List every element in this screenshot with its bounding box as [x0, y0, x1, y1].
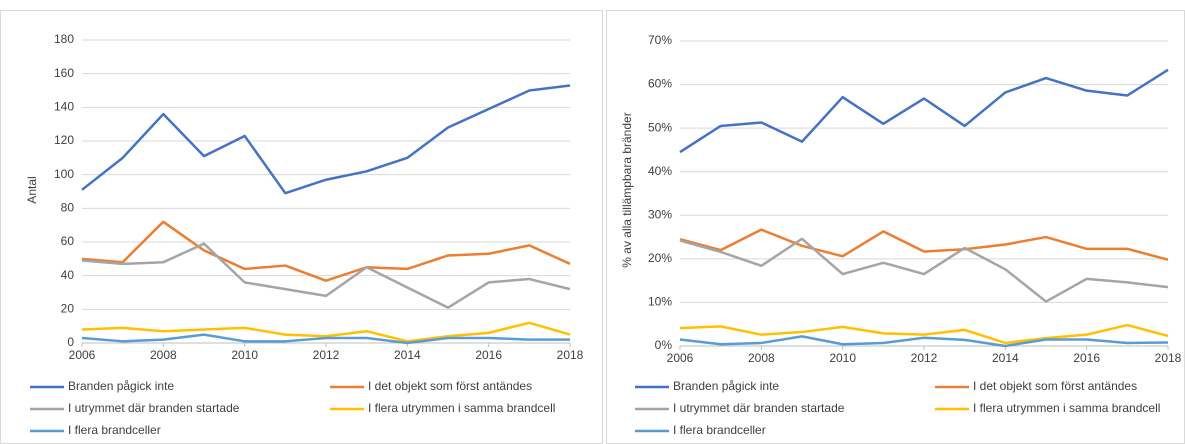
x-tick-label: 2016 [1073, 351, 1100, 365]
y-tick-label: 60% [648, 77, 672, 91]
x-tick-label: 2006 [667, 351, 694, 365]
series-line [81, 321, 571, 343]
y-tick-label: 20% [648, 251, 672, 265]
x-tick-label: 2010 [231, 348, 258, 362]
legend-label: I flera utrymmen i samma brandcell [973, 401, 1160, 415]
x-tick-label: 2018 [1155, 351, 1182, 365]
series-line [679, 228, 1169, 261]
y-tick-label: 140 [54, 100, 74, 114]
y-tick-label: 0 [67, 335, 74, 349]
y-axis-title: Antal [25, 176, 39, 203]
series-line [679, 237, 1169, 303]
y-tick-label: 30% [648, 207, 672, 221]
y-tick-label: 0% [655, 338, 673, 352]
series-line [679, 68, 1169, 154]
series-line [81, 84, 571, 195]
legend-label: I flera brandceller [673, 423, 766, 437]
legend-label: Branden pågick inte [673, 379, 779, 393]
y-tick-label: 120 [54, 133, 74, 147]
y-tick-label: 20 [61, 302, 75, 316]
y-tick-label: 50% [648, 120, 672, 134]
legend-label: I flera brandceller [68, 423, 161, 437]
legend-label: Branden pågick inte [68, 379, 174, 393]
series-line [81, 242, 571, 309]
y-tick-label: 40% [648, 164, 672, 178]
x-tick-label: 2008 [748, 351, 775, 365]
legend-label: I utrymmet där branden startade [673, 401, 845, 415]
legend-label: I utrymmet där branden startade [68, 401, 240, 415]
series-line [81, 220, 571, 282]
legend-label: I det objekt som först antändes [368, 379, 532, 393]
legend-label: I det objekt som först antändes [973, 379, 1137, 393]
y-tick-label: 40 [61, 268, 75, 282]
y-tick-label: 180 [54, 32, 74, 46]
y-tick-label: 160 [54, 66, 74, 80]
series-line [81, 333, 570, 345]
y-tick-label: 10% [648, 295, 672, 309]
legend-label: I flera utrymmen i samma brandcell [368, 401, 555, 415]
x-tick-label: 2018 [557, 348, 584, 362]
x-tick-label: 2006 [69, 348, 96, 362]
y-tick-label: 60 [61, 234, 75, 248]
x-tick-label: 2010 [829, 351, 856, 365]
y-tick-label: 70% [648, 33, 672, 47]
series-line [679, 335, 1169, 348]
y-tick-label: 100 [54, 167, 74, 181]
panel-frame [0, 10, 603, 444]
x-tick-label: 2008 [150, 348, 177, 362]
x-tick-label: 2014 [992, 351, 1019, 365]
y-tick-label: 80 [61, 201, 75, 215]
x-tick-label: 2012 [911, 351, 938, 365]
y-axis-title: % av alla tillämpbara bränder [620, 112, 634, 267]
series-line [679, 323, 1169, 345]
x-tick-label: 2012 [313, 348, 340, 362]
x-tick-label: 2014 [394, 348, 421, 362]
x-tick-label: 2016 [475, 348, 502, 362]
panel-frame [606, 10, 1185, 444]
